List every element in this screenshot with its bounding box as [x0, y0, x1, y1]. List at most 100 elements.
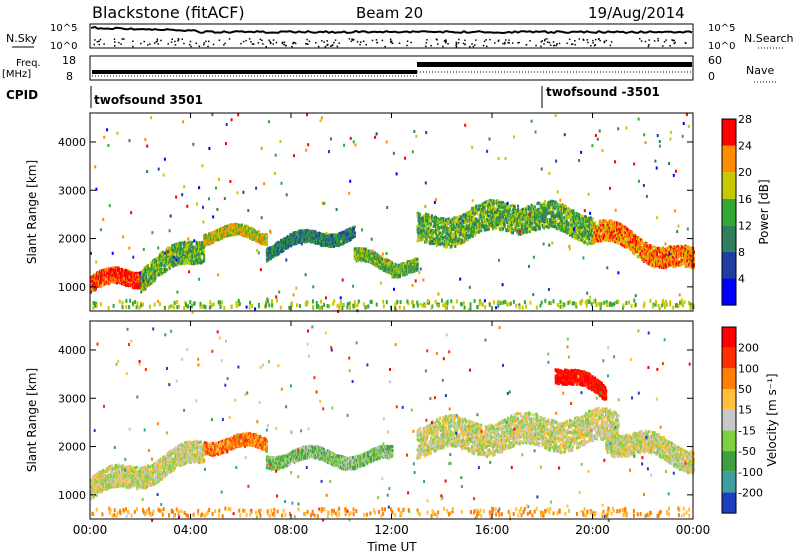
nsearch-dot: [582, 38, 584, 41]
nsearch-dot: [190, 45, 192, 48]
nsearch-dot: [195, 42, 197, 44]
scatter-cell: [183, 260, 186, 264]
scatter-cell: [448, 230, 451, 234]
nsearch-dot: [406, 40, 409, 42]
scatter-cell: [475, 217, 478, 221]
nsearch-dot: [261, 39, 263, 42]
scatter-cell: [392, 264, 395, 268]
scatter-cell: [424, 231, 427, 235]
nsearch-dot: [587, 41, 589, 44]
beam-title: Beam 20: [356, 4, 423, 22]
scatter-cell: [172, 264, 175, 268]
nsearch-dot: [571, 43, 574, 45]
scatter-cell: [440, 235, 443, 239]
scatter-cell: [417, 219, 420, 223]
power-plot-area: [90, 113, 693, 311]
scatter-cell: [203, 257, 206, 261]
nsearch-dot: [647, 45, 650, 48]
nsearch-dot: [189, 40, 192, 43]
scatter-cell: [468, 218, 471, 222]
scatter-cell: [92, 284, 95, 287]
scatter-cell: [421, 221, 424, 225]
scatter-cell: [387, 270, 390, 274]
nsearch-dot: [306, 38, 308, 41]
scatter-cell: [265, 238, 268, 242]
scatter-cell: [187, 241, 190, 245]
scatter-cell: [416, 264, 419, 268]
scatter-cell: [461, 240, 463, 244]
nsearch-dot: [147, 44, 149, 46]
scatter-cell: [111, 273, 114, 277]
nsearch-dot: [283, 43, 285, 46]
scatter-cell: [113, 276, 116, 280]
scatter-cell: [184, 254, 187, 258]
scatter-cell: [456, 220, 458, 224]
scatter-cell: [197, 249, 200, 253]
scatter-cell: [391, 262, 394, 266]
scatter-cell: [434, 224, 437, 228]
scatter-cell: [193, 256, 196, 260]
station-title: Blackstone (fitACF): [92, 3, 245, 22]
freq-tick-low: 8: [66, 70, 73, 83]
scatter-cell: [299, 240, 302, 244]
freq-tick-high: 18: [62, 54, 76, 67]
scatter-cell: [464, 236, 467, 240]
scatter-cell: [452, 228, 455, 232]
nsearch-dot: [293, 41, 296, 44]
nsearch-dot: [390, 41, 392, 43]
scatter-cell: [121, 268, 123, 272]
scatter-cell: [265, 243, 268, 247]
nsearch-dot: [132, 40, 134, 42]
scatter-cell: [343, 240, 346, 244]
scatter-cell: [471, 206, 474, 210]
scatter-cell: [462, 225, 465, 229]
nsearch-dot: [437, 43, 439, 45]
scatter-cell: [94, 274, 97, 278]
nsearch-dot: [504, 41, 506, 44]
nsearch-dot: [553, 44, 556, 47]
scatter-cell: [289, 232, 292, 236]
scatter-cell: [203, 253, 206, 257]
scatter-cell: [191, 240, 194, 244]
scatter-cell: [466, 238, 469, 242]
nsearch-dot: [548, 41, 551, 44]
scatter-cell: [162, 253, 164, 257]
scatter-cell: [168, 266, 171, 270]
scatter-cell: [330, 233, 333, 237]
nsearch-dot: [170, 41, 173, 43]
scatter-cell: [104, 279, 107, 283]
scatter-cell: [422, 219, 425, 223]
scatter-cell: [428, 222, 431, 225]
nsearch-dot: [332, 44, 334, 46]
nsearch-dot: [212, 43, 215, 46]
scatter-cell: [435, 243, 438, 247]
scatter-cell: [197, 258, 200, 262]
scatter-cell: [218, 237, 221, 241]
scatter-cell: [187, 261, 190, 265]
nsky-frame: [89, 23, 694, 49]
scatter-cell: [464, 231, 467, 235]
nsky-panel: N.Sky 10^5 10^0 10^5 10^0 N.Search: [6, 23, 794, 52]
nsearch-dot: [281, 41, 284, 44]
scatter-cell: [435, 220, 438, 224]
scatter-cell: [440, 242, 443, 246]
scatter-cell: [331, 244, 334, 248]
nsearch-dot: [294, 42, 297, 45]
scatter-cell: [176, 250, 179, 254]
scatter-cell: [160, 264, 163, 268]
cpid-panel: CPID twofsound 3501 twofsound -3501: [6, 85, 660, 108]
scatter-cell: [141, 268, 144, 272]
scatter-cell: [356, 249, 359, 253]
scatter-cell: [416, 262, 419, 266]
nsearch-dot: [248, 38, 251, 40]
scatter-cell: [195, 255, 198, 259]
scatter-cell: [203, 250, 206, 254]
scatter-cell: [428, 233, 431, 237]
scatter-cell: [183, 262, 186, 266]
scatter-cell: [439, 231, 442, 235]
nsearch-dot: [324, 46, 327, 48]
nsearch-dot: [472, 45, 475, 48]
scatter-cell: [95, 281, 98, 285]
nsearch-dot: [348, 38, 351, 40]
scatter-cell: [311, 237, 314, 240]
